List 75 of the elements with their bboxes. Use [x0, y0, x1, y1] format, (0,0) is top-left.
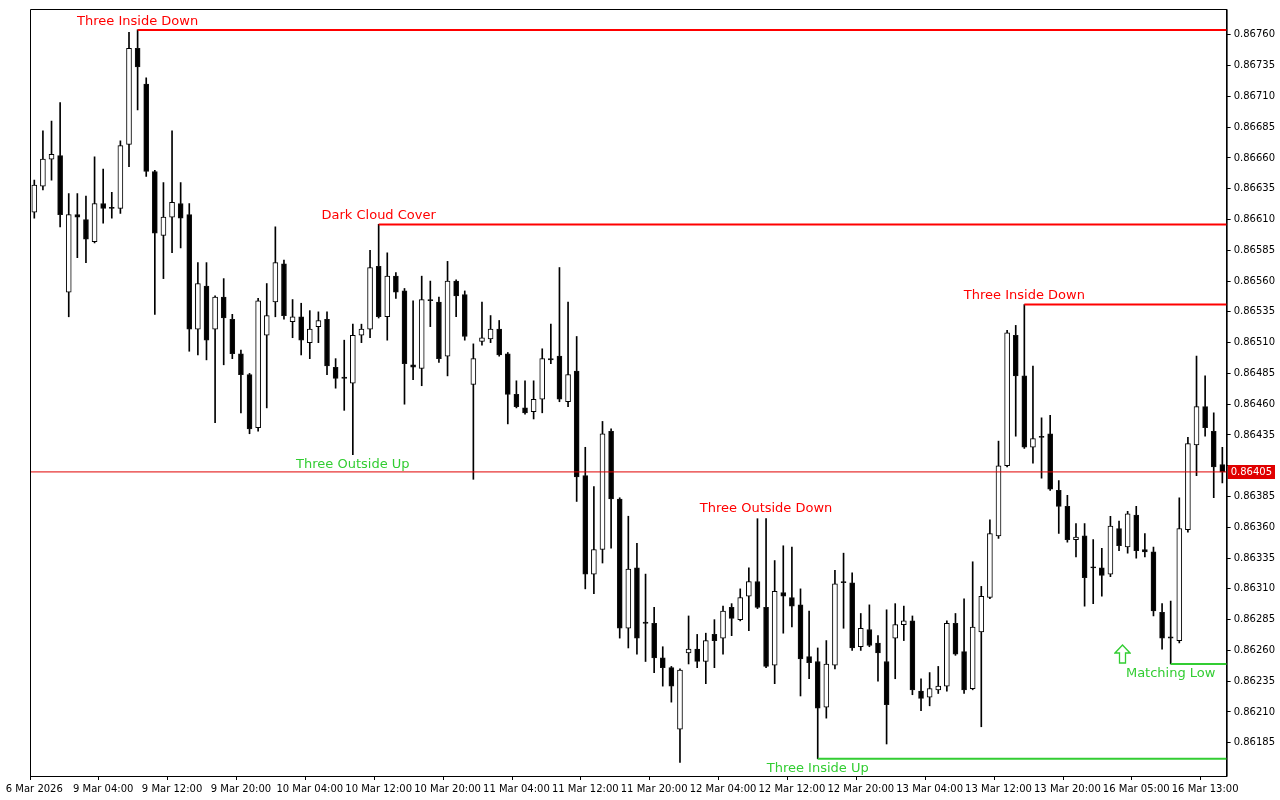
annotation: Three Outside Down: [698, 499, 833, 515]
y-tick-label: 0.86310: [1233, 582, 1276, 594]
x-tick-label: 10 Mar 04:00: [276, 782, 344, 794]
y-tick-label: 0.86760: [1233, 28, 1276, 40]
y-tick-label: 0.86435: [1233, 428, 1276, 440]
x-tick-label: 11 Mar 12:00: [551, 782, 619, 794]
x-tick-label: 11 Mar 20:00: [620, 782, 688, 794]
y-tick-label: 0.86210: [1233, 705, 1276, 717]
candlestick: [1030, 365, 1036, 464]
y-tick-label: 0.86485: [1233, 367, 1276, 379]
candlestick: [1090, 539, 1097, 604]
y-tick-label: 0.86660: [1233, 151, 1276, 163]
ref-line-label: Matching Low: [1125, 664, 1216, 680]
candlestick: [918, 678, 924, 712]
candlestick: [1142, 533, 1148, 558]
y-tick-label: 0.86385: [1233, 490, 1276, 502]
candlestick: [341, 339, 348, 411]
x-tick-label: 10 Mar 20:00: [414, 782, 481, 794]
annotation: Three Outside Up: [295, 455, 410, 471]
candlestick: [1073, 523, 1079, 558]
x-tick-label: 12 Mar 04:00: [689, 782, 757, 794]
y-tick-label: 0.86710: [1233, 90, 1276, 101]
candlestick: [780, 545, 787, 634]
x-tick-label: 9 Mar 04:00: [72, 782, 134, 794]
candlestick: [263, 283, 270, 409]
candlestick: [1098, 547, 1105, 597]
candlestick: [591, 486, 597, 595]
candlestick: [108, 192, 115, 219]
x-tick-label: 9 Mar 20:00: [210, 782, 272, 794]
candlestick: [410, 300, 416, 380]
x-tick-label: 12 Mar 12:00: [758, 782, 826, 794]
candlestick: [1167, 600, 1174, 665]
candlestick: [978, 586, 985, 728]
y-tick-label: 0.86360: [1233, 520, 1276, 532]
candlestick: [806, 610, 812, 680]
ref-line-label: Three Inside Up: [765, 759, 869, 775]
x-tick-label: 11 Mar 04:00: [483, 782, 550, 794]
candlestick: [220, 278, 227, 366]
candlestick: [789, 546, 795, 628]
y-tick-label: 0.86685: [1233, 120, 1276, 132]
x-tick-label: 16 Mar 05:00: [1102, 782, 1170, 794]
ref-line-label: Three Inside Down: [962, 287, 1085, 303]
ref-line-label: Three Inside Down: [76, 12, 199, 28]
y-tick-label: 0.86535: [1233, 305, 1276, 317]
x-tick-label: 13 Mar 20:00: [1033, 782, 1101, 794]
candlestick: [548, 323, 554, 364]
y-tick-label: 0.86260: [1233, 644, 1276, 656]
y-tick-label: 0.86585: [1233, 243, 1276, 255]
y-tick-label: 0.86235: [1233, 674, 1276, 686]
y-tick-label: 0.86560: [1233, 274, 1276, 286]
x-tick-label: 13 Mar 04:00: [896, 782, 964, 794]
candlestick: [875, 635, 881, 682]
y-tick-label: 0.86610: [1233, 213, 1276, 225]
y-tick-label: 0.86510: [1233, 336, 1276, 348]
candlestick: [479, 301, 485, 346]
y-tick-label: 0.86635: [1233, 182, 1276, 194]
x-tick-label: 13 Mar 12:00: [965, 782, 1032, 794]
x-tick-label: 12 Mar 20:00: [827, 782, 895, 794]
y-tick-label: 0.86460: [1233, 397, 1276, 409]
candlestick: [100, 168, 107, 224]
candlestick: [746, 567, 752, 632]
candlestick: [522, 380, 528, 415]
x-tick-label: 6 Mar 2026: [5, 782, 63, 794]
y-tick-label: 0.86185: [1233, 736, 1276, 748]
candlestick: [212, 295, 218, 423]
candlestick: [169, 130, 175, 254]
x-tick-label: 9 Mar 12:00: [141, 782, 203, 794]
candlestick: [892, 603, 899, 680]
y-tick-label: 0.86735: [1233, 59, 1276, 71]
y-tick-label: 0.86285: [1233, 613, 1276, 625]
ref-line-label: 0.86405: [1230, 465, 1273, 477]
ref-line-label: Dark Cloud Cover: [321, 207, 437, 223]
y-tick-label: 0.86335: [1233, 551, 1276, 563]
x-tick-label: 16 Mar 13:00: [1171, 782, 1239, 794]
x-tick-label: 10 Mar 12:00: [345, 782, 413, 794]
